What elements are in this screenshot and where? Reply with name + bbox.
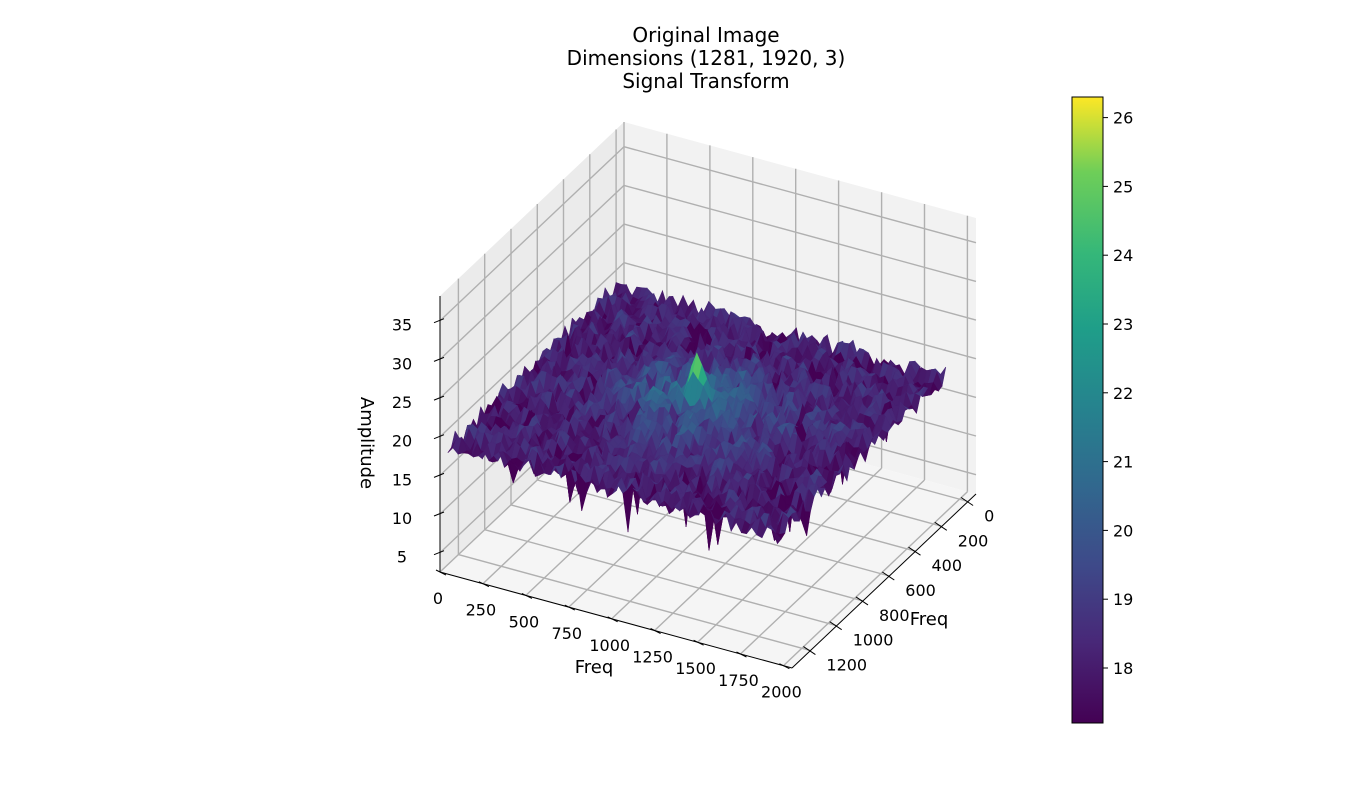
z-axis-label: Amplitude — [356, 397, 377, 489]
y-tick — [960, 497, 974, 506]
x-tick — [607, 616, 618, 623]
colorbar-tick-label: 18 — [1113, 659, 1133, 678]
grid-floor-y — [458, 553, 811, 652]
y-tick-label: 800 — [879, 606, 910, 625]
colorbar-tick-label: 26 — [1113, 109, 1133, 128]
y-axis-label: Freq — [910, 609, 949, 630]
colorbar-tick-label: 20 — [1113, 521, 1133, 540]
z-tick — [433, 356, 445, 362]
x-tick — [521, 592, 533, 599]
colorbar-tick-label: 23 — [1113, 315, 1133, 334]
z-tick-label: 30 — [392, 354, 412, 373]
z-tick-label: 5 — [397, 548, 407, 567]
grid-side-z — [439, 184, 625, 360]
x-axis-line — [439, 571, 793, 669]
x-tick-label: 250 — [466, 601, 497, 620]
x-tick — [478, 581, 490, 588]
x-tick — [435, 569, 447, 576]
x-tick-label: 0 — [433, 589, 443, 608]
y-tick — [829, 621, 842, 631]
chart-title-block: Original Image Dimensions (1281, 1920, 3… — [456, 24, 956, 93]
grid-back-z — [623, 146, 977, 244]
y-tick — [882, 571, 895, 581]
surface-cell — [772, 529, 782, 545]
z-tick — [433, 511, 445, 517]
colorbar-tick-label: 21 — [1113, 453, 1133, 472]
grid-floor-y — [537, 479, 890, 577]
y-tick — [934, 521, 948, 531]
z-tick-label: 35 — [392, 316, 412, 335]
y-tick — [855, 596, 869, 606]
grid-floor-x — [697, 467, 883, 643]
x-tick-label: 500 — [509, 612, 540, 631]
z-tick — [433, 472, 445, 478]
x-tick — [779, 663, 790, 670]
y-tick-label: 1000 — [853, 631, 894, 650]
grid-back-z — [623, 262, 977, 360]
x-axis-label: Freq — [575, 657, 614, 678]
chart-title: Original Image — [632, 23, 780, 47]
z-tick — [433, 318, 445, 324]
x-tick — [564, 604, 576, 611]
x-tick-label: 1000 — [589, 636, 630, 655]
colorbar-tick-label: 25 — [1113, 177, 1133, 196]
grid-floor-y — [484, 529, 837, 627]
chart-subtitle-2: Signal Transform — [622, 69, 790, 93]
grid-side-z — [439, 146, 625, 322]
y-tick — [803, 646, 816, 656]
grid-floor-x — [740, 479, 925, 655]
z-tick-label: 20 — [392, 432, 412, 451]
grid-side-z — [439, 262, 625, 438]
colorbar: 18 19 20 21 22 23 24 25 26 — [1071, 96, 1133, 724]
side-pane — [440, 122, 624, 572]
colorbar-gradient — [1071, 96, 1104, 724]
y-tick-label: 0 — [984, 507, 994, 526]
y-tick — [908, 546, 921, 556]
grid-side-z — [439, 223, 625, 399]
x-tick-label: 750 — [552, 624, 583, 643]
grid-back-z — [623, 184, 977, 283]
x-tick — [650, 628, 661, 634]
colorbar-tick-label: 24 — [1113, 246, 1133, 265]
grid-floor-y — [510, 504, 864, 602]
y-tick-label: 1200 — [826, 656, 867, 675]
chart-subtitle-1: Dimensions (1281, 1920, 3) — [566, 46, 846, 70]
grid-back-z — [623, 223, 977, 321]
y-axis-line — [791, 493, 977, 669]
z-tick-label: 15 — [392, 470, 412, 489]
x-tick-label: 2000 — [761, 683, 802, 702]
y-tick-label: 200 — [958, 531, 989, 550]
surface-mesh — [447, 282, 947, 551]
z-tick — [433, 395, 445, 401]
grid-floor-x — [782, 491, 968, 667]
z-tick — [433, 434, 445, 440]
y-tick-label: 400 — [932, 556, 963, 575]
x-tick — [736, 651, 747, 658]
x-tick-label: 1500 — [675, 659, 716, 678]
axis-labels: 0250500750100012501500175020000200400600… — [356, 316, 994, 702]
x-tick-label: 1750 — [718, 671, 759, 690]
z-tick-label: 25 — [392, 393, 412, 412]
x-tick — [693, 639, 704, 646]
z-tick-label: 10 — [392, 509, 412, 528]
colorbar-tick-label: 19 — [1113, 590, 1133, 609]
y-tick-label: 600 — [905, 581, 936, 600]
colorbar-tick-label: 22 — [1113, 384, 1133, 403]
axis-lines — [433, 296, 977, 670]
z-tick — [433, 550, 445, 556]
x-tick-label: 1250 — [632, 648, 673, 667]
